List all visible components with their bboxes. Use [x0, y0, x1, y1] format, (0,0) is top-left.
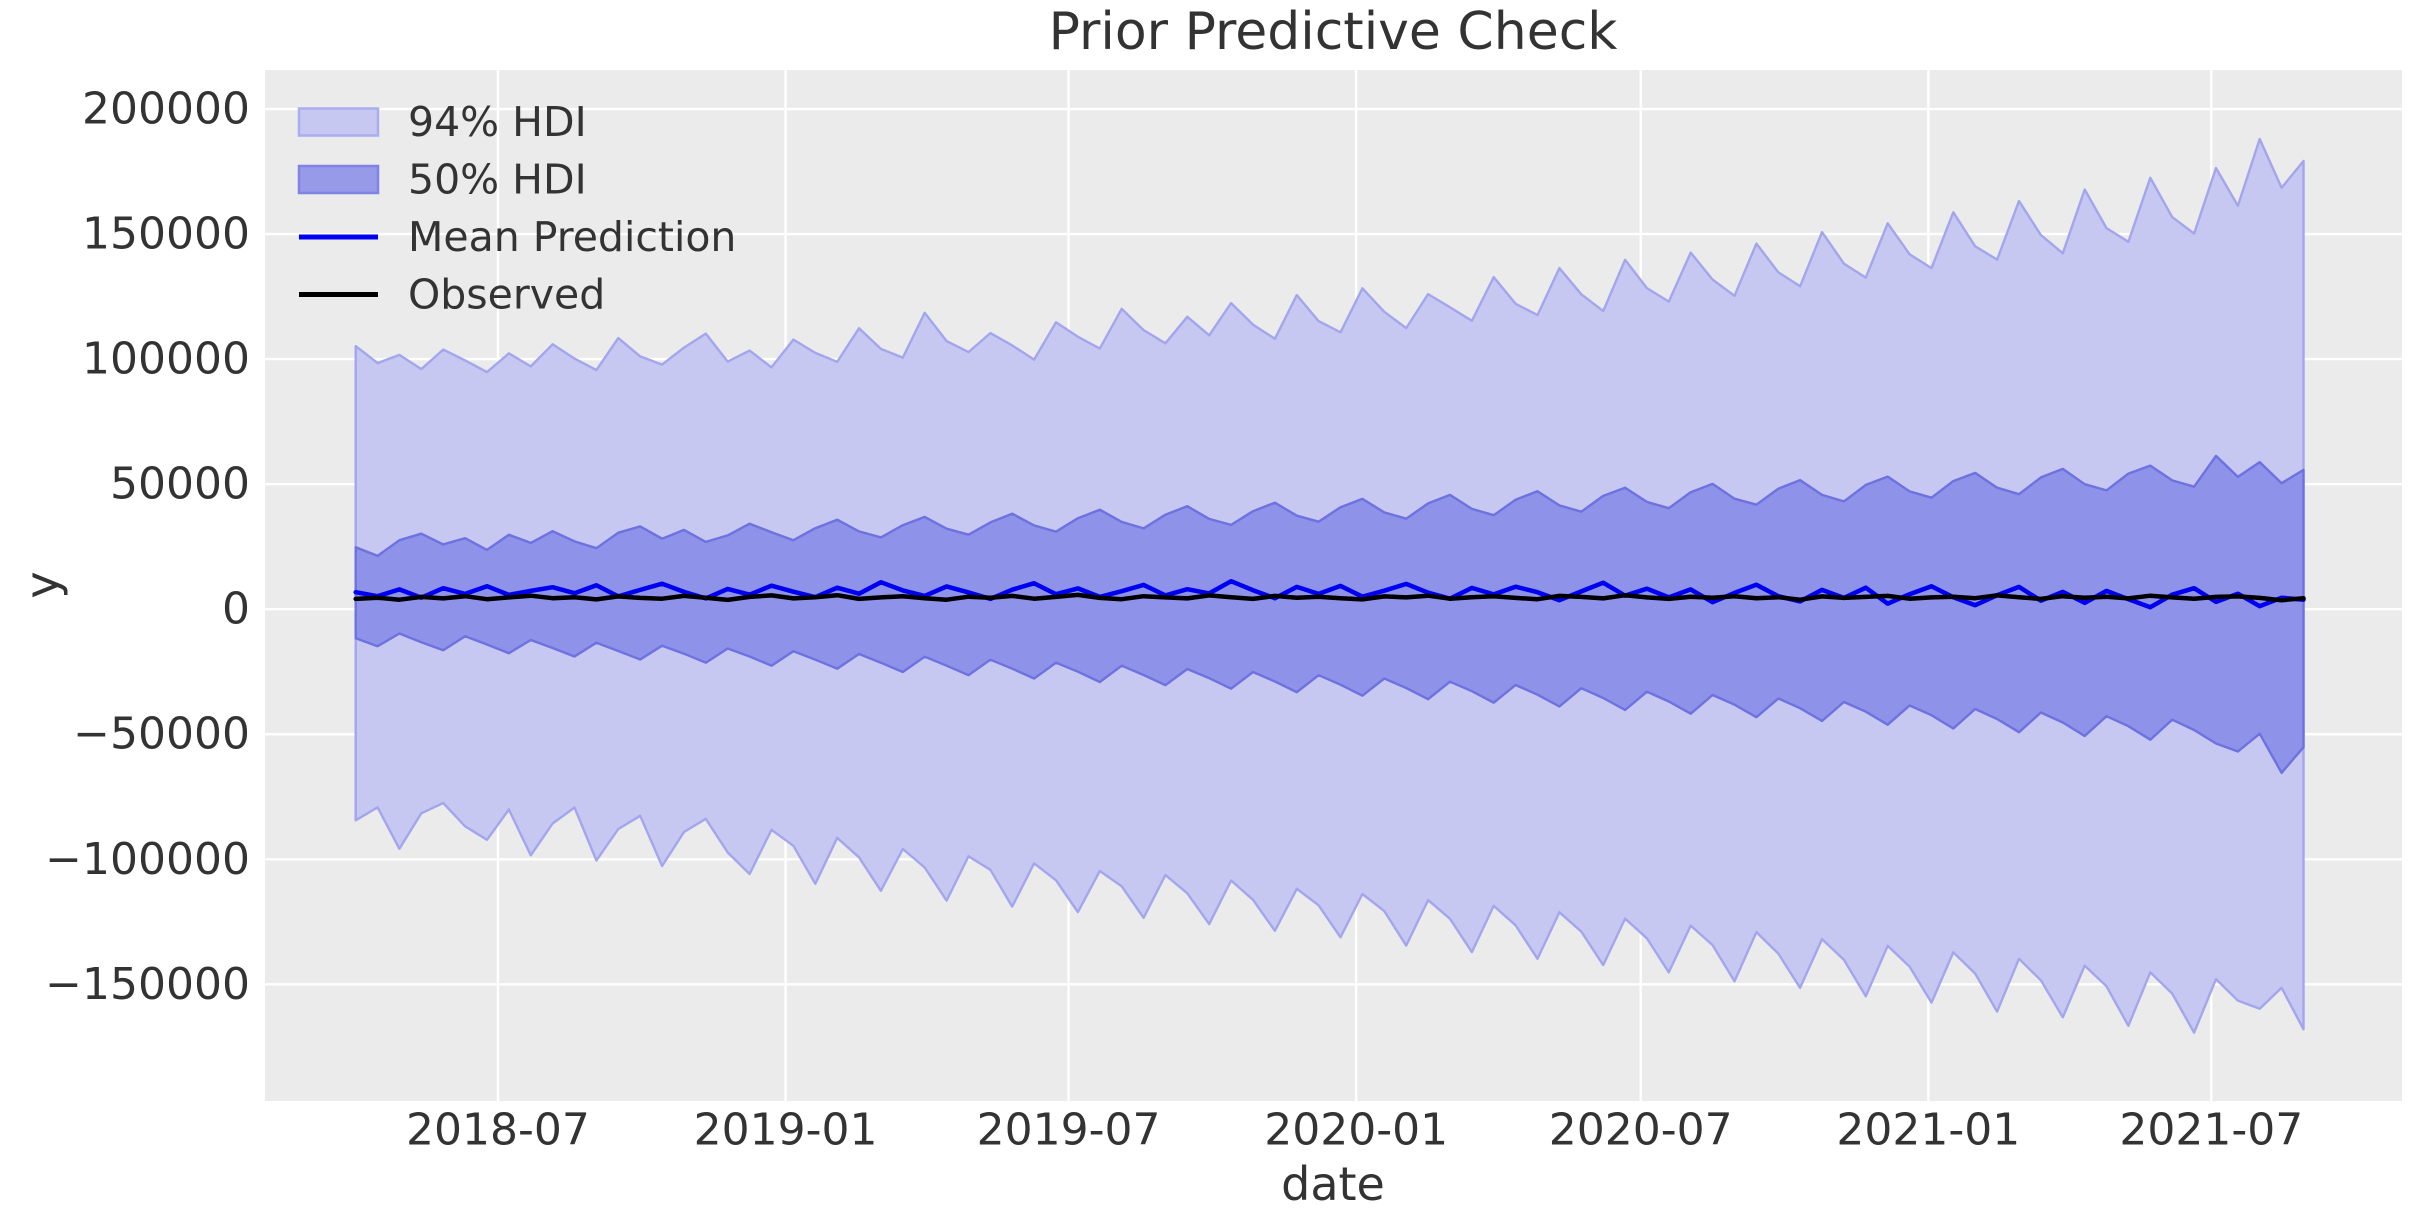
x-tick-label: 2021-07	[2119, 1105, 2303, 1156]
legend-item-mean-prediction: Mean Prediction	[299, 213, 736, 261]
legend-item-observed: Observed	[299, 271, 605, 319]
x-tick-label: 2018-07	[406, 1105, 590, 1156]
series-layer	[353, 137, 2306, 1034]
legend-item-50-hdi: 50% HDI	[297, 156, 587, 204]
mean-prediction-line	[353, 578, 2306, 610]
y-tick-label: 200000	[82, 84, 250, 135]
y-axis-label: y	[15, 571, 69, 598]
x-tick-label: 2019-01	[694, 1105, 878, 1156]
legend-item-label: 94% HDI	[408, 98, 587, 146]
x-tick-label: 2020-07	[1549, 1105, 1733, 1156]
chart-title: Prior Predictive Check	[1049, 2, 1618, 62]
x-tick-label: 2020-01	[1264, 1105, 1448, 1156]
x-tick-label: 2019-07	[977, 1105, 1161, 1156]
y-tick-label: −100000	[45, 834, 250, 885]
observed-line	[353, 592, 2306, 603]
legend-item-94-hdi: 94% HDI	[297, 98, 587, 146]
hdi-50-swatch	[297, 164, 380, 195]
legend-item-label: Observed	[408, 271, 605, 319]
y-axis-tick-labels: 200000 150000 100000 50000 0 −50000 −100000 −15…	[45, 84, 250, 1010]
y-tick-label: −150000	[45, 959, 250, 1010]
legend-item-label: 50% HDI	[408, 156, 587, 204]
x-tick-label: 2021-01	[1836, 1105, 2020, 1156]
y-tick-label: −50000	[73, 709, 250, 760]
y-tick-label: 50000	[110, 459, 250, 510]
legend-item-label: Mean Prediction	[408, 213, 736, 261]
y-tick-label: 100000	[82, 334, 250, 385]
y-tick-label: 150000	[82, 209, 250, 260]
x-axis-tick-labels: 2018-07 2019-01 2019-07 2020-01 2020-07 2021-…	[406, 1105, 2303, 1156]
legend: 94% HDI 50% HDI Mean Prediction Observed	[297, 98, 736, 319]
y-tick-label: 0	[222, 584, 250, 635]
hdi-94-swatch	[297, 107, 380, 137]
x-axis-label: date	[1281, 1157, 1385, 1211]
hdi-50-band	[354, 454, 2305, 774]
